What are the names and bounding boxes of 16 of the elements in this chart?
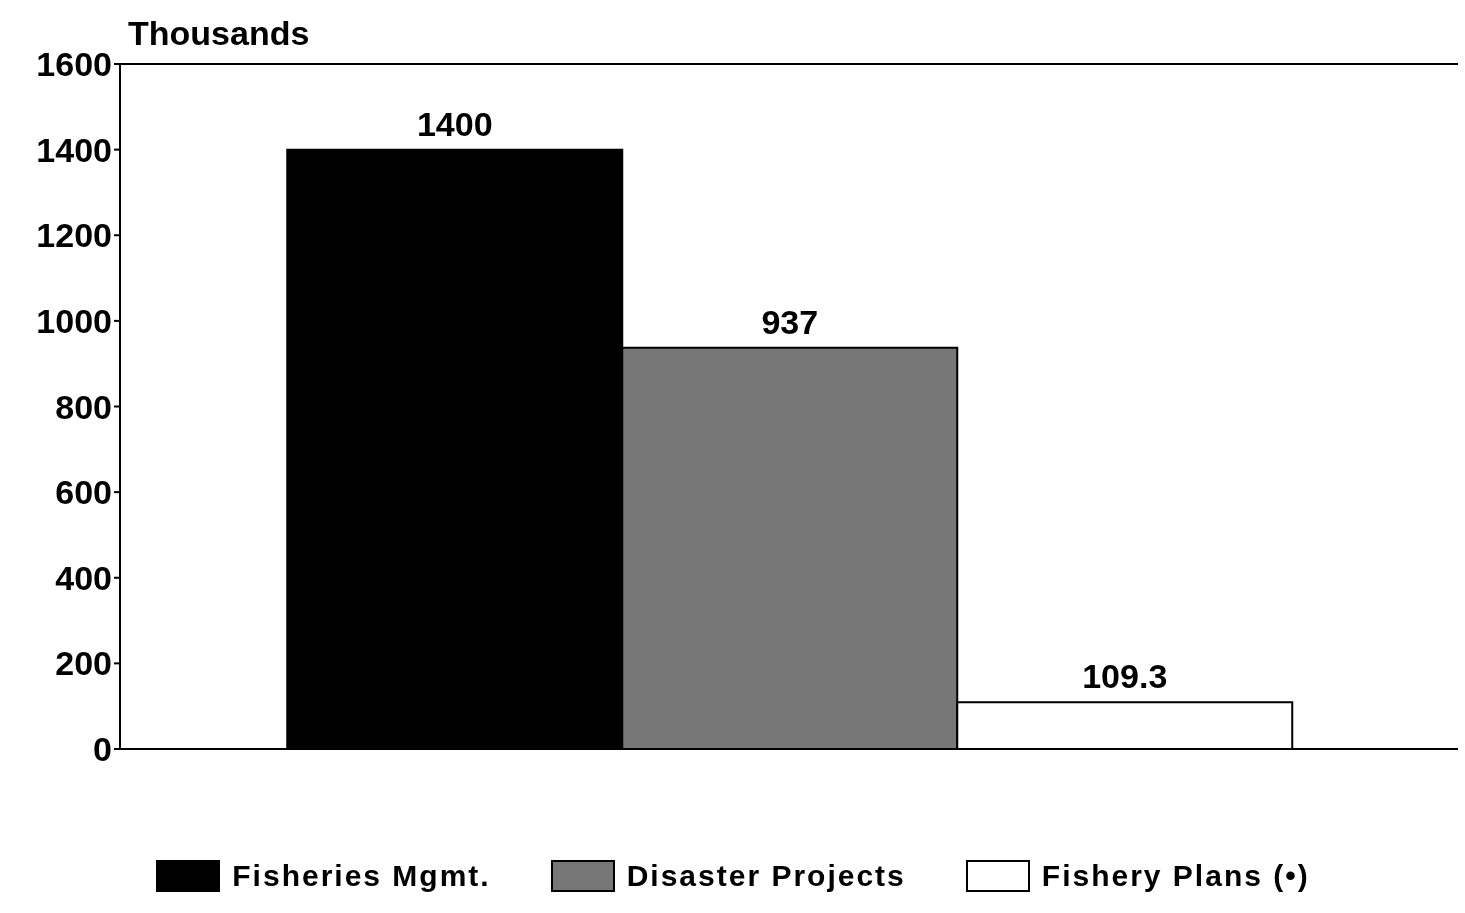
y-tick-label: 600 <box>55 473 112 512</box>
y-tick-label: 1200 <box>36 216 112 255</box>
legend-label: Disaster Projects <box>626 859 906 893</box>
y-tick-label: 1000 <box>36 301 112 340</box>
y-tick-label: 1600 <box>36 45 112 84</box>
legend-label: Fishery Plans (•) <box>1041 859 1310 893</box>
y-tick-label: 0 <box>93 730 112 769</box>
data-label: 1400 <box>416 104 493 143</box>
y-tick-label: 1400 <box>36 130 112 169</box>
y-tick-label: 400 <box>55 558 112 597</box>
y-axis-title: Thousands <box>128 14 310 53</box>
data-label: 109.3 <box>1082 657 1168 696</box>
y-tick-label: 200 <box>55 644 112 683</box>
y-tick-label: 800 <box>55 387 112 426</box>
legend-label: Fisheries Mgmt. <box>232 859 491 893</box>
data-label: 937 <box>761 302 819 341</box>
